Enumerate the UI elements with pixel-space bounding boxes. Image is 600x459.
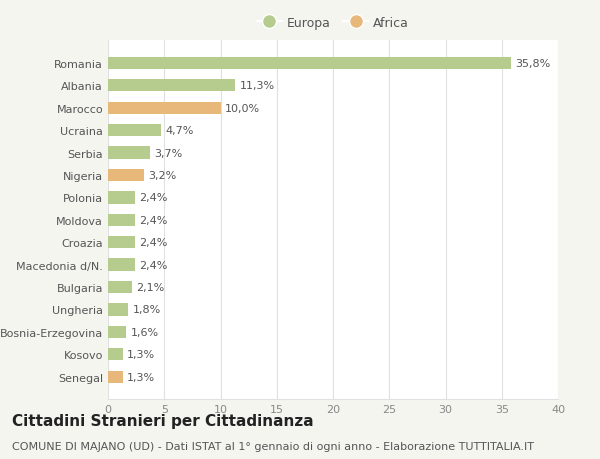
- Bar: [108, 236, 135, 249]
- Bar: [108, 192, 135, 204]
- Bar: [108, 304, 128, 316]
- Text: 1,3%: 1,3%: [127, 372, 155, 382]
- Text: 2,4%: 2,4%: [139, 238, 168, 248]
- Text: 4,7%: 4,7%: [166, 126, 194, 136]
- Text: 1,6%: 1,6%: [131, 327, 158, 337]
- Text: 35,8%: 35,8%: [515, 59, 551, 69]
- Bar: [108, 348, 122, 361]
- Text: 3,7%: 3,7%: [154, 148, 182, 158]
- Text: Cittadini Stranieri per Cittadinanza: Cittadini Stranieri per Cittadinanza: [12, 413, 314, 428]
- Text: 2,4%: 2,4%: [139, 215, 168, 225]
- Text: 2,1%: 2,1%: [136, 282, 164, 292]
- Text: 10,0%: 10,0%: [225, 103, 260, 113]
- Bar: [108, 281, 131, 294]
- Text: 11,3%: 11,3%: [239, 81, 275, 91]
- Bar: [108, 57, 511, 70]
- Bar: [108, 80, 235, 92]
- Bar: [108, 259, 135, 271]
- Text: 2,4%: 2,4%: [139, 260, 168, 270]
- Bar: [108, 102, 221, 115]
- Bar: [108, 371, 122, 383]
- Text: COMUNE DI MAJANO (UD) - Dati ISTAT al 1° gennaio di ogni anno - Elaborazione TUT: COMUNE DI MAJANO (UD) - Dati ISTAT al 1°…: [12, 441, 534, 451]
- Bar: [108, 147, 149, 159]
- Legend: Europa, Africa: Europa, Africa: [252, 12, 414, 35]
- Text: 3,2%: 3,2%: [149, 171, 177, 180]
- Text: 1,3%: 1,3%: [127, 350, 155, 359]
- Text: 1,8%: 1,8%: [133, 305, 161, 315]
- Bar: [108, 326, 126, 338]
- Bar: [108, 169, 144, 182]
- Bar: [108, 125, 161, 137]
- Text: 2,4%: 2,4%: [139, 193, 168, 203]
- Bar: [108, 214, 135, 226]
